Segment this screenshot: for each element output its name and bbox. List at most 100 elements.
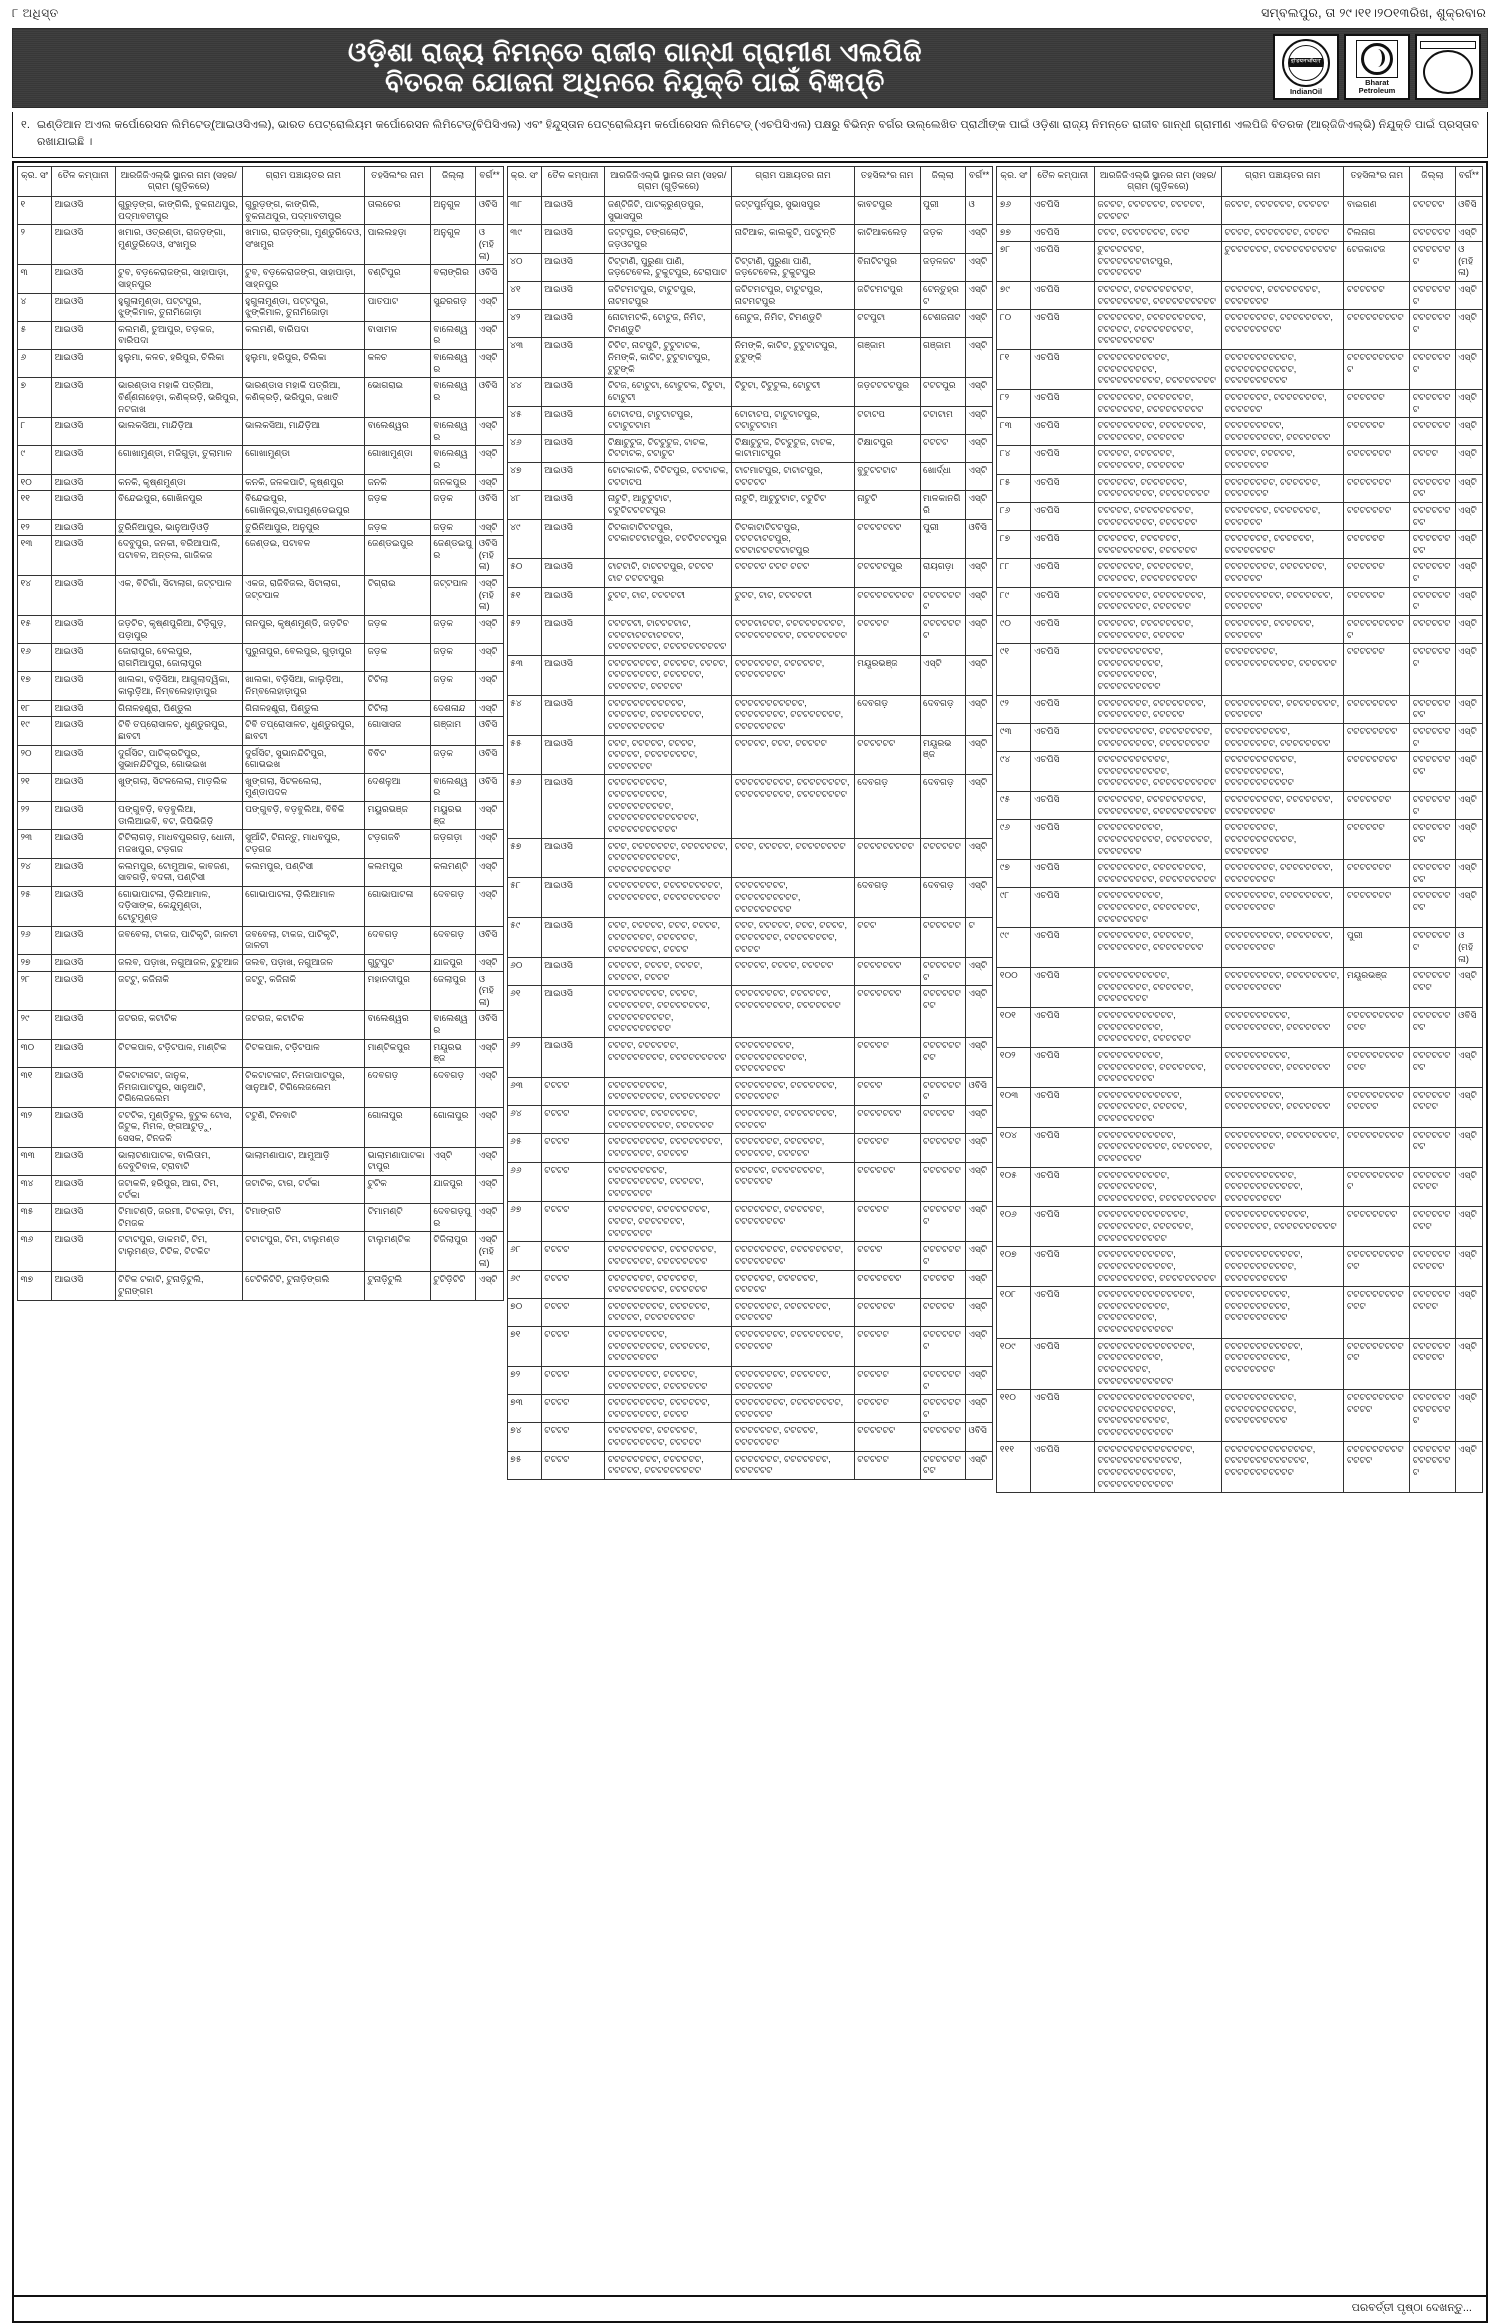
cell-district: ଜଡ଼କ [429,518,477,537]
cell-gram-panchayat: ଟିଟକପାଳ, ଟଡ଼ିଟପାଳ [241,1038,366,1068]
cell-gram-panchayat: ଟଟଟଟଟ ଟଟଟ ଟଟଟ [731,558,855,588]
cell-location-name: ଟଟଟଟଟଟଟ, ଟଟଟଟଟଟଟ, ଟଟଟଟଟଟ, ଟଟଟଟଟଟଟଟଟ [1093,558,1222,588]
cell-gram-panchayat: ଟିଟ୍ଟାଣି, ପୁରୁଣା ପାଣି, ଜଡ଼ଟେବେଲ, ଟୁକୁଟପୁ… [731,252,855,282]
table-row: ୨୭ ଆଇଓସି ଜଲବ, ପଡ଼ାଖ, ନଗୁଆଜଳ, ଟୁଟୁଆଜ ଜଲବ, ପଡ… [16,953,504,972]
cell-sl-no: ୬୭ [506,1201,542,1243]
cell-tahsil: ଜଡ଼କ [364,643,431,673]
cell-tahsil: ଟଟଟଟଟଟଟଟଟଟ [1343,614,1411,645]
cell-oil-company: ଏଚପିସି [1030,224,1095,243]
cell-location-name: ଟଟଟଟଟଟଟଟଟଟଟଟଟ, ଟଟଟଟଟଟଟଟ, ଟଟଟଟଟ, ଟଟଟଟଟଟଟଟ… [1093,1086,1222,1128]
cell-location-name: ଟଟଟଟଟଟଟଟ, ଟଟଟଟଟଟଟଟଟ, ଟଟଟଟଟଟଟଟ, ଟଟଟଟଟଟଟଟଟ [604,877,733,919]
cell-tahsil: ମୟୂରଭଞ୍ଜ [1343,967,1411,1009]
cell-district: ପୁରୀ [919,518,966,560]
cell-gram-panchayat: ଟଟଟଟଟଟଟଟଟ, ଟଟଟଟଟଟଟ, ଟଟଟଟଟଟ [1220,586,1345,616]
cell-sl-no: ୫୮ [506,877,542,919]
cell-oil-company: ଏଚପିସି [1030,1246,1095,1288]
cell-location-name: କଲମପୁର, ଟୋମୁଆକ, କାବଜଣ, ସାବଗଡ଼ି, ବଦଳୀ, ପଣ… [114,857,243,887]
table-row: ୩୮ ଆଇଓସି ଜଣ୍ଟିଜିଟି, ପାଟକ୍ରୁଣ୍ଡପୁର, ସୁଭାସପୁ… [506,196,994,226]
cell-gram-panchayat: ଟଟୁଣି, ଟିନବାଟି [241,1106,366,1148]
cell-oil-company: ଆଇଓସି [540,734,606,776]
table-row: ୨ ଆଇଓସି ଖମାର, ଓତ୍ରଣ୍ଡା, ରାଜଡ଼ଙ୍ଗା, ମୁଣ୍ଡୁର… [16,224,504,266]
cell-gram-panchayat: ପୁରୁନାପୁର, ବେଲପୁର, ଗୁଡ଼ାପୁର [241,643,366,673]
header-location-name: ଆରଜିଜିଏଲ୍‌ଭି ସ୍ଥାନର ନାମ (ସହର/ଗ୍ରାମ (ଗୁଡ଼… [1093,165,1222,198]
cell-gram-panchayat: ଟିଟୁଟା, ଟିଟୁଟୁଲ, ଟୋଟୁଟୀ [731,377,855,407]
cell-category: ଏସ୍‌ଟି [475,417,504,447]
table-row: ୬୨ ଆଇଓସି ଟଟଟଟ, ଟଟଟଟଟଟ, ଟଟଟଟଟଟଟଟଟ, ଟଟଟଟଟଟଟଟ… [506,1036,994,1078]
cell-district: ଟଟଟଟଟଟଟ [919,1394,966,1424]
cell-category: ଏସ୍‌ଟି [964,462,994,492]
cell-category: ଏସ୍‌ଟି [475,671,504,701]
cell-location-name: ଖୁଙ୍ଗଲା, ସିଟଳଲେଲା, ମାଡ଼ଲିକ [114,772,243,803]
cell-category: ଏସ୍‌ଟି [1454,694,1484,724]
cell-location-name: ଜଟିଟମଟପୁର, ଟାଟୁଟପୁର, ନାଟମଟପୁର [604,280,733,311]
cell-oil-company: ଏଚପିସି [1030,417,1095,447]
cell-gram-panchayat: ଟଟଟଟଟଟଟଟଟଟଟଟଟ, ଟଟଟଟଟଟଟ, ଟଟଟଟଟଟଟଟଟଟ [1220,1206,1345,1248]
table-row: ୧୦୩ ଏଚପିସି ଟଟଟଟଟଟଟଟଟଟଟଟଟ, ଟଟଟଟଟଟଟଟ, ଟଟଟଟଟ,… [996,1086,1484,1128]
cell-district: ଟଟଟଟଟଟଟଟଟଟଟଟଟ [1409,1440,1456,1494]
cell-location-name: ଜଟ୍ଟୁ, କଜିନାକି [114,970,243,1012]
masthead-title-line2: ବିତରକ ଯୋଜନା ଅଧିନରେ ନିଯୁକ୍ତି ପାଇଁ ବିଜ୍ଞପ୍… [385,67,885,97]
cell-tahsil: ଟଟଟଟଟଟ [853,1297,921,1328]
cell-district: ପୁରୀ [919,196,966,226]
cell-tahsil: ଟଟଟଟଟ [853,1133,921,1163]
cell-oil-company: ଏଚପିସି [1030,388,1095,419]
cell-oil-company: ଆଇଓସି [51,1174,116,1205]
cell-district: ଟଟଟଟଟଟଟଟ [1409,530,1456,560]
table-row: ୨୧ ଆଇଓସି ଖୁଙ୍ଗଲା, ସିଟଳଲେଲା, ମାଡ଼ଲିକ ଖୁଙ୍ଗଲା… [16,772,504,803]
cell-oil-company: ଆଇଓସି [51,953,116,972]
cell-sl-no: ୭୩ [506,1394,542,1424]
cell-gram-panchayat: ଟଟାଟପୁର, ଟିମ, ଟାଲୁମଣ୍ଡ [241,1231,366,1273]
cell-tahsil: ବାଇଗଣ [1343,196,1411,226]
cell-category: ଏସ୍‌ଟି [475,1066,504,1108]
cell-oil-company: ଆଇଓସି [51,518,116,537]
cell-location-name: ନାଟୁଟି, ଆଟୁଟୁଟାଟ, ଟଟୁଟିଟଟଟଟପୁର [604,490,733,520]
cell-tahsil: ଟଟଟଟଟଟଟ [1343,445,1411,475]
masthead-title: ଓଡ଼ିଶା ରାଜ୍ୟ ନିମନ୍ତେ ରାଜୀବ ଗାନ୍ଧୀ ଗ୍ରାମୀ… [348,37,1152,97]
header-tahsil: ତହସିଲ*ର ନାମ [364,165,431,198]
bharat-petroleum-square-icon [1356,40,1398,78]
cell-category: ଏସ୍‌ଟି [964,490,994,520]
cell-district: ଯାଜପୁର [429,953,477,972]
table-row: ୭ ଆଇଓସି ଭାରଣ୍ଡାସ ମହାକି ପତ୍ରିଆ, ବିର୍ଣ୍ଣନାହେ… [16,377,504,419]
cell-tahsil: ଟଟଟଟଟଟ [1343,643,1411,696]
cell-oil-company: ଏଚପିସି [1030,445,1095,475]
cell-category: ଏସ୍‌ଟି [475,857,504,887]
cell-oil-company: ଆଇଓସି [540,309,606,339]
cell-district: ଟଟଟଟଟଟଟଟ [1409,751,1456,793]
cell-oil-company: ଏଚପିସି [1030,196,1095,226]
table-row: ୯୯ ଏଚପିସି ଟଟଟଟଟଟଟଟ, ଟଟଟଟଟଟ, ଟଟଟଟଟଟଟଟ, ଟଟଟଟ… [996,927,1484,969]
table-head: କ୍ର. ସଂ ତୈଳ କମ୍ପାନୀ ଆରଜିଜିଏଲ୍‌ଭି ସ୍ଥାନର … [996,165,1484,198]
cell-location-name: ଟଟଟଟଟଟ, ଟଟଟଟଟଟଟ, ଟଟଟଟଟଟଟଟଟ, ଟଟଟଟଟଟଟଟ [1093,473,1222,503]
cell-location-name: ଟଟଟଟଟଟଟ, ଟଟଟଟଟଟଟଟଟ, ଟଟଟଟଟଟଟଟ, ଟଟଟଟଟଟଟଟଟଟ [1093,791,1222,821]
cell-oil-company: ଆଇଓସି [51,490,116,520]
cell-district: ଦେବଗଡ଼ [919,877,966,919]
cell-district: ବାଲେଶ୍ୱର [429,377,477,419]
cell-oil-company: ଆଇଓସି [540,1036,606,1078]
cell-category: ଏସ୍‌ଟି [964,734,994,776]
cell-location-name: ଟିଟିଲାଗଡ଼, ମାଧବପୁରଗଡ଼, ଧୋନୀ, ମଜଖପୁର, ଟଡ଼… [114,829,243,859]
cell-tahsil: ଟଟଟଟଟଟଟଟଟଟଟଟଟ [1343,1389,1411,1442]
cell-tahsil: ବାସାମଳ [364,320,431,351]
cell-location-name: ଟଟଟଟଟଟଟଟଟଟଟଟଟଟଟ, ଟଟଟଟଟଟଟଟଟଟଟ, ଟଟଟଟଟଟଟଟଟ,… [1093,1286,1222,1339]
cell-sl-no: ୩ [16,264,53,294]
cell-district: ଟଟଟଟଟଟଟଟଟଟ [1409,1086,1456,1128]
cell-gram-panchayat: ଟଟଟଟଟଟଟଟ, ଟଟଟଟଟଟଟଟଟଟଟ, ଟଟଟଟଟଟଟ [1220,819,1345,861]
cell-district: ଦେବଗଡ଼ପୁର [429,1203,477,1233]
cell-gram-panchayat: ଟଟଟଟଟଟଟଟଟ, ଟଟଟଟଟଟଟଟଟଟଟ, ଟଟଟଟଟଟଟଟ [731,1036,855,1078]
cell-location-name: ଟଟଟଟଟଟଟଟଟଟଟ, ଟଟଟଟଟଟଟଟଟ, ଟଟଟଟଟଟଟଟଟଟ, ଟଟଟଟ… [1093,349,1222,390]
cell-oil-company: ଏଚପିସି [1030,558,1095,588]
cell-sl-no: ୪୮ [506,490,542,520]
table-row: ୯ ଆଇଓସି ଗୋଖାମୁଣ୍ଡା, ମଜିଗୁଡ଼ା, ତୁଲାମାଳ ଗୋଖାମ… [16,445,504,475]
cell-gram-panchayat: ଟିବି ତପ୍ରୋସାଳଚ, ଧୁଣ୍ଡୁରପୁର, ଛାବଟୀ [241,716,366,746]
cell-tahsil: ଟଟଟଟଟଟଟଟଟଟଟଟ [1343,1046,1411,1088]
cell-category: ଏସ୍‌ଟି [964,1365,994,1396]
cell-district: ଟଟଟଟଟଟଟଟଟଟ [1409,1166,1456,1208]
table-row: ୧୦୭ ଏଚପିସି ଟଟଟଟଟଟଟଟଟଟଟଟ, ଟଟଟଟଟଟଟଟଟଟଟଟ, ଟଟଟ… [996,1246,1484,1288]
cell-category: ଓବିସି [475,264,504,294]
cell-gram-panchayat: ଖମାର, ରାଜଡ଼ଙ୍ଗା, ମୁଣ୍ଡୁରିଦେଓ, ସଂଖମୁର [241,224,366,266]
cell-location-name: ଟଟଟଟଟଟଟଟଟଟଟଟ, ଟଟଟଟଟଟଟଟଟଟଟ, ଟଟଟଟଟଟ, ଟଟଟଟଟ… [1093,1126,1222,1168]
cell-location-name: ଟଟାଟପୁର, ଡାକମଟି, ଟିମ, ଟାଲୁମଣ୍ଡ, ଟିଟିକ, ଟ… [114,1231,243,1273]
cell-oil-company: ଆଇଓସି [51,1271,116,1301]
cell-category: ଏସ୍‌ଟି [1454,1246,1484,1288]
cell-category: ଏସ୍‌ଟି [964,433,994,464]
